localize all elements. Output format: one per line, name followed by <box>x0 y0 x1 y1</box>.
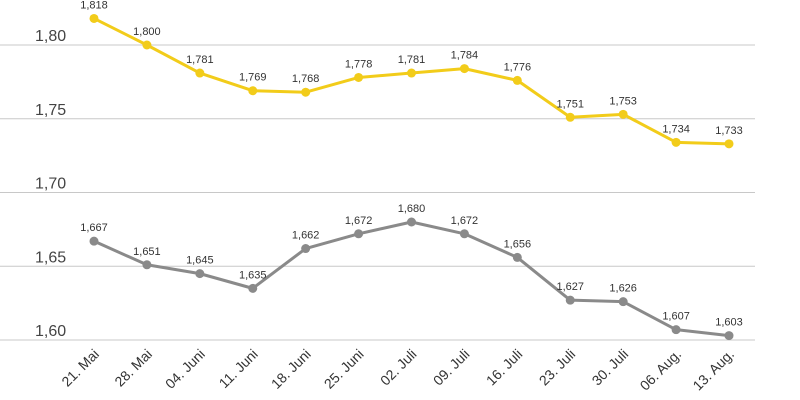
data-label: 1,768 <box>292 73 320 85</box>
data-point <box>512 75 522 85</box>
x-tick-label: 18. Juni <box>268 346 314 392</box>
data-label: 1,607 <box>662 311 690 323</box>
y-axis-ticks: 1,60 1,65 1,70 1,75 1,80 <box>35 28 66 340</box>
data-point <box>459 229 469 239</box>
data-label: 1,733 <box>715 125 743 137</box>
data-point <box>195 269 205 279</box>
data-point <box>459 64 469 74</box>
data-label: 1,800 <box>133 26 161 38</box>
data-point <box>142 260 152 270</box>
data-label: 1,626 <box>609 283 637 295</box>
data-point <box>565 295 575 305</box>
data-label: 1,667 <box>80 222 108 234</box>
data-point <box>195 68 205 78</box>
x-tick-label: 09. Juli <box>430 346 473 389</box>
data-point <box>618 297 628 307</box>
data-point <box>142 40 152 50</box>
x-tick-label: 04. Juni <box>162 346 208 392</box>
data-point <box>301 244 311 254</box>
data-label: 1,769 <box>239 72 267 84</box>
data-point <box>248 86 258 96</box>
data-label: 1,662 <box>292 230 320 242</box>
x-tick-label: 02. Juli <box>377 346 420 389</box>
data-point <box>354 72 364 82</box>
x-tick-label: 06. Aug. <box>637 346 685 394</box>
x-tick-label: 28. Mai <box>111 346 155 390</box>
y-tick-label: 1,60 <box>35 323 66 340</box>
series-gray-line <box>92 220 731 338</box>
series-group: 1,818 1,800 1,781 1,769 1,768 1,778 1,781 1,784… <box>80 0 743 341</box>
data-label: 1,627 <box>556 281 584 293</box>
x-tick-label: 11. Juni <box>216 346 261 391</box>
data-label: 1,635 <box>239 269 267 281</box>
data-point <box>89 13 99 23</box>
data-point <box>565 112 575 122</box>
data-label: 1,784 <box>451 50 479 62</box>
x-tick-label: 13. Aug. <box>689 346 737 394</box>
series-gray: 1,667 1,651 1,645 1,635 1,662 1,672 1,680 1,672… <box>80 203 743 341</box>
y-tick-label: 1,65 <box>35 249 66 266</box>
y-tick-label: 1,70 <box>35 176 66 193</box>
data-point <box>618 109 628 119</box>
data-point <box>724 331 734 341</box>
grid-lines <box>0 44 755 341</box>
x-tick-label: 16. Juli <box>483 346 526 389</box>
data-point <box>671 325 681 335</box>
data-label: 1,781 <box>186 54 214 66</box>
data-point <box>407 217 416 227</box>
data-point <box>248 283 258 293</box>
data-label: 1,672 <box>345 215 373 227</box>
data-label: 1,651 <box>133 246 161 258</box>
data-label: 1,672 <box>451 215 479 227</box>
data-point <box>407 68 416 78</box>
data-label: 1,645 <box>186 255 214 267</box>
data-point <box>301 87 311 97</box>
y-tick-label: 1,75 <box>35 102 66 119</box>
data-label: 1,778 <box>345 58 373 70</box>
x-tick-label: 25. Juni <box>321 346 367 392</box>
series-yellow-line <box>92 16 731 146</box>
y-tick-label: 1,80 <box>35 28 66 45</box>
data-label: 1,734 <box>662 123 690 135</box>
data-label: 1,753 <box>609 95 637 107</box>
data-label: 1,781 <box>398 54 426 66</box>
x-tick-label: 30. Juli <box>589 346 632 389</box>
data-point <box>724 139 734 149</box>
data-label: 1,818 <box>80 0 108 11</box>
data-label: 1,776 <box>504 61 532 73</box>
data-point <box>512 252 522 262</box>
data-label: 1,656 <box>504 238 532 250</box>
data-point <box>671 137 681 147</box>
series-yellow: 1,818 1,800 1,781 1,769 1,768 1,778 1,781 1,784… <box>80 0 743 149</box>
data-label: 1,751 <box>556 98 584 110</box>
x-tick-label: 21. Mai <box>58 346 102 390</box>
x-axis-ticks: 21. Mai 28. Mai 04. Juni 11. Juni 18. Juni 25… <box>58 346 737 394</box>
data-point <box>89 236 99 246</box>
x-tick-label: 23. Juli <box>536 346 579 389</box>
data-label: 1,680 <box>398 203 426 215</box>
data-point <box>354 229 364 239</box>
data-label: 1,603 <box>715 317 743 329</box>
